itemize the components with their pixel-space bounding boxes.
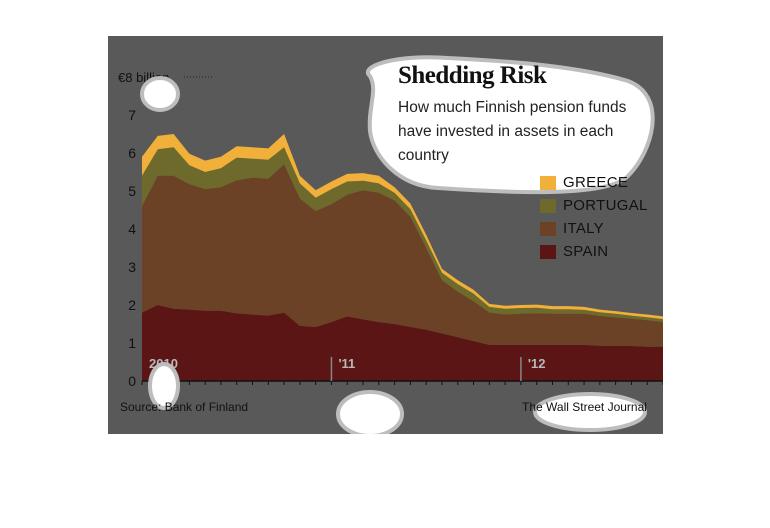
legend-swatch [540,244,556,259]
source-note: Source: Bank of Finland [120,400,249,414]
legend-swatch [540,198,556,213]
y-tick-label: 0 [128,373,136,389]
legend-label: ITALY [563,220,604,237]
annotation-blob [148,362,180,410]
y-tick-label: 3 [128,259,136,275]
credit-note: The Wall Street Journal [522,400,647,414]
y-tick-label: 7 [128,107,136,123]
legend-swatch [540,175,556,190]
legend-item-spain: SPAIN [540,240,648,263]
legend-item-italy: ITALY [540,217,648,240]
y-tick-label: 6 [128,145,136,161]
legend-swatch [540,221,556,236]
legend-label: SPAIN [563,243,609,260]
title-callout-blob [365,55,655,195]
legend: GREECE PORTUGAL ITALY SPAIN [540,171,648,263]
y-tick-label: 1 [128,335,136,351]
y-tick-label: 4 [128,221,136,237]
annotation-blob [336,390,404,434]
legend-item-greece: GREECE [540,171,648,194]
legend-label: GREECE [563,174,629,191]
x-tick-label: '12 [528,356,546,371]
x-tick-label: '11 [338,356,355,371]
annotation-blob [533,392,647,432]
area-italy [142,164,663,347]
legend-label: PORTUGAL [563,197,648,214]
legend-item-portugal: PORTUGAL [540,194,648,217]
chart-subtitle: How much Finnish pension funds have inve… [398,99,627,164]
chart-title: Shedding Risk [398,62,547,89]
annotation-blobs [140,55,655,434]
area-spain [142,305,663,381]
area-layers [142,134,663,381]
y-tick-label: 2 [128,297,136,313]
y-tick-label: 5 [128,183,136,199]
annotation-blob [140,76,180,112]
